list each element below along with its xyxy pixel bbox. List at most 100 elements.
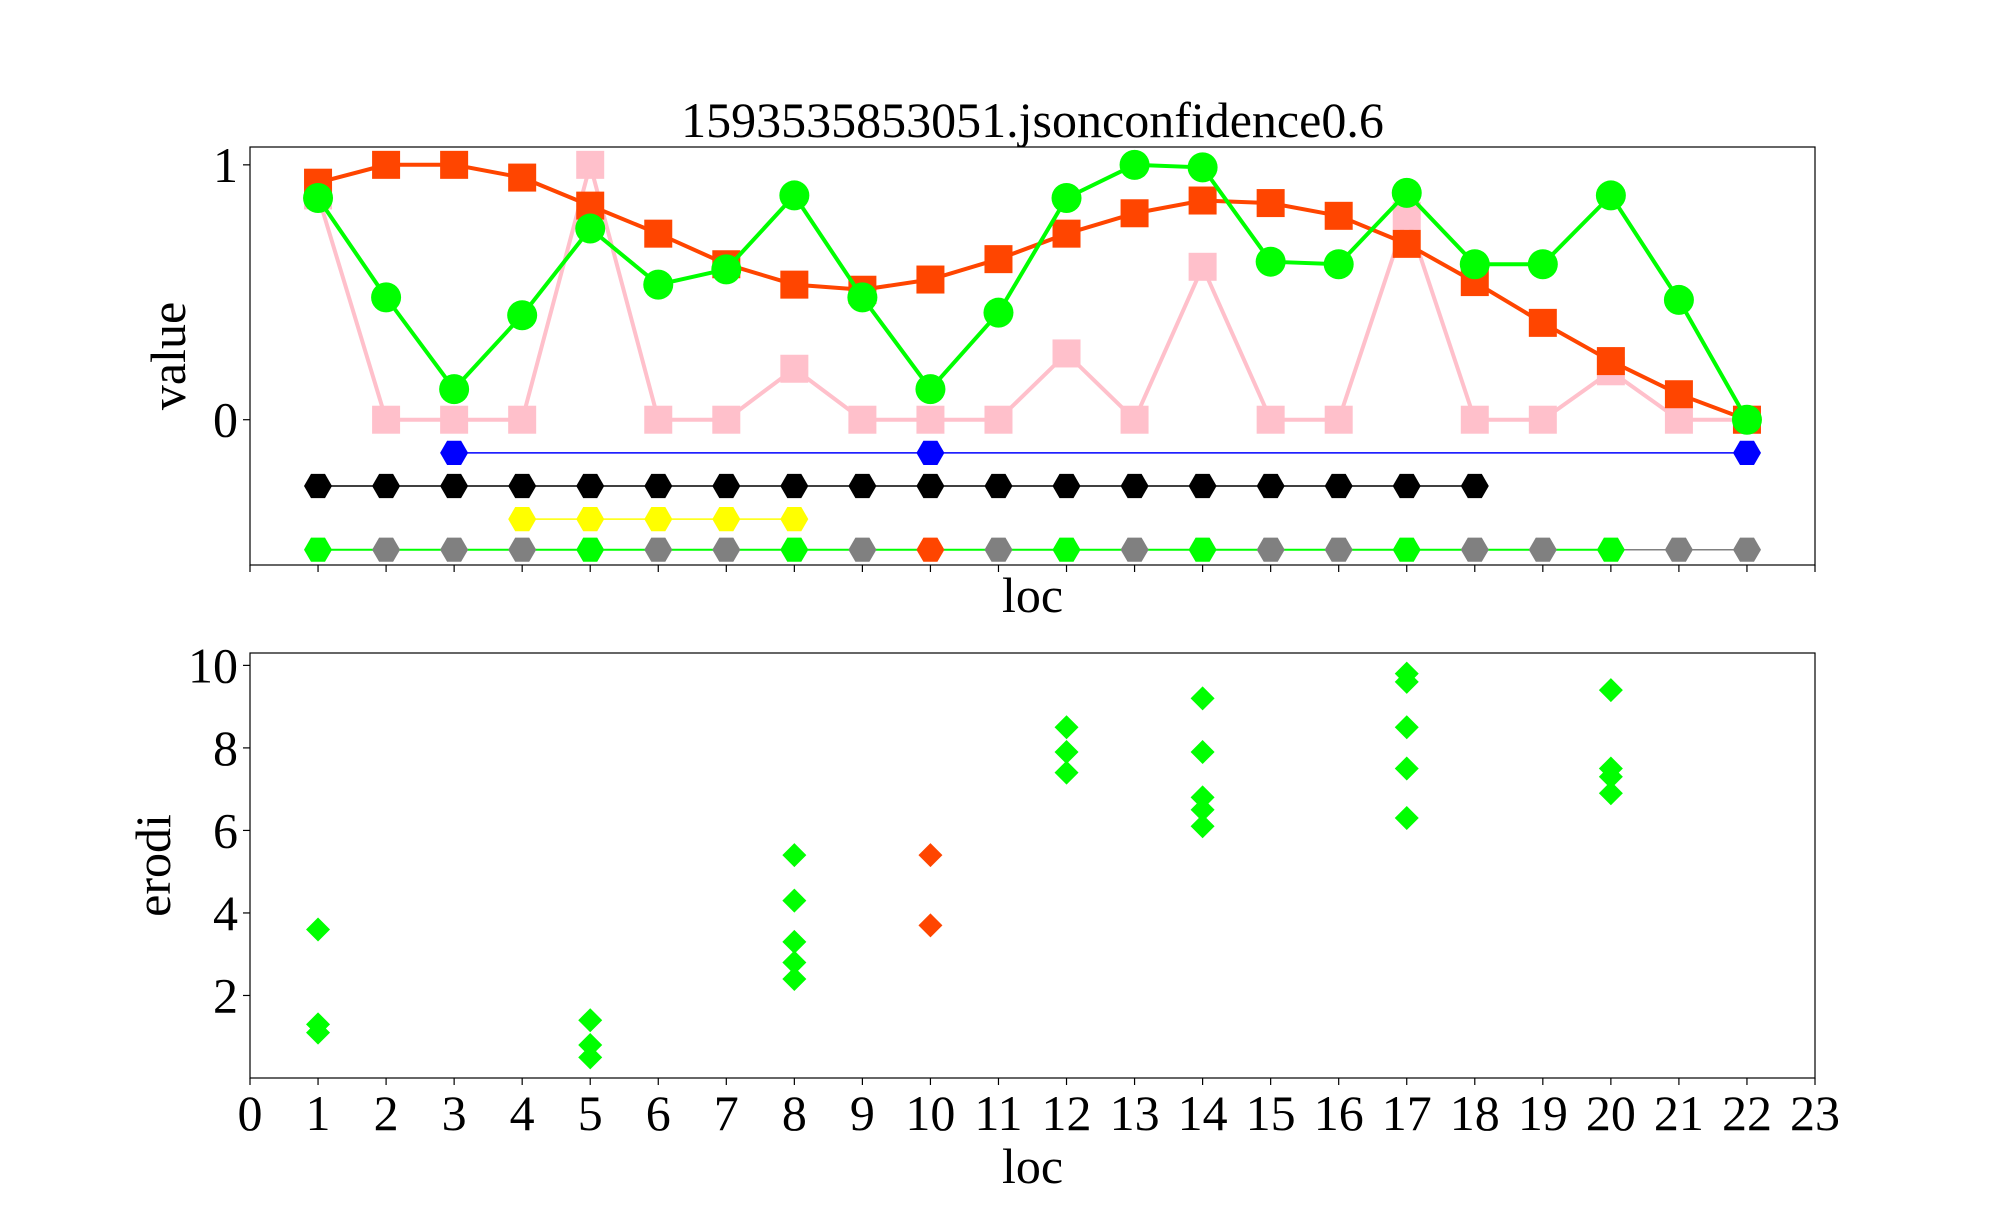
series-point-2: [1255, 246, 1286, 277]
bottom-x-tick-label: 17: [1382, 1085, 1432, 1141]
scatter-point: [1598, 781, 1623, 806]
series-point-0: [712, 405, 741, 434]
bottom-x-tick-label: 13: [1110, 1085, 1160, 1141]
series-point-0: [848, 405, 877, 434]
series-line-0: [316, 157, 1747, 424]
series-point-2: [1527, 249, 1558, 280]
scatter-point: [1394, 669, 1419, 694]
bottom-x-tick-label: 11: [974, 1085, 1022, 1141]
scatter-point: [578, 1045, 603, 1070]
bottom-x-tick-label: 7: [714, 1085, 739, 1141]
series-point-1: [1664, 380, 1693, 409]
track-marker-1: [780, 473, 809, 499]
series-point-1: [1256, 189, 1285, 218]
track-marker-2: [508, 507, 537, 532]
bottom-x-tick-label: 18: [1450, 1085, 1500, 1141]
series-point-0: [1188, 252, 1217, 281]
bottom-x-tick-label: 21: [1654, 1085, 1704, 1141]
track-marker-3: [848, 537, 877, 562]
scatter-point: [1394, 806, 1419, 831]
series-point-1: [372, 150, 401, 179]
track-marker-2: [712, 507, 741, 532]
bottom-x-axis-label: loc: [1002, 1138, 1063, 1194]
series-point-2: [1051, 182, 1082, 213]
bottom-x-tick-label: 8: [782, 1085, 807, 1141]
chart-title: 1593535853051.jsonconfidence0.6: [681, 92, 1384, 148]
series-line-2: [316, 162, 1749, 421]
series-point-1: [780, 270, 809, 299]
track-marker-1: [848, 473, 877, 499]
track-marker-3: [304, 537, 332, 562]
series-point-2: [643, 269, 674, 300]
track-marker-1: [1120, 473, 1149, 499]
track-marker-3: [1664, 537, 1693, 562]
scatter-point: [1190, 814, 1215, 839]
series-point-1: [984, 245, 1013, 274]
bottom-y-ticks: 2 4 6 8 10: [188, 637, 250, 1023]
bottom-x-tick-label: 19: [1518, 1085, 1568, 1141]
scatter-point: [1190, 740, 1215, 765]
series-point-0: [1528, 405, 1557, 434]
scatter-point: [782, 950, 807, 975]
top-y-ticks: 01: [213, 137, 250, 448]
scatter-point: [782, 966, 807, 991]
top-x-ticks: [249, 565, 1816, 572]
series-point-0: [916, 405, 945, 434]
track-marker-3: [644, 537, 673, 562]
scatter-point: [578, 1032, 603, 1057]
series-point-1: [1596, 347, 1625, 376]
bottom-x-tick-label: 23: [1790, 1085, 1840, 1141]
series-point-0: [1052, 339, 1081, 368]
track-marker-3: [984, 537, 1013, 562]
track-marker-1: [916, 473, 945, 499]
series-point-2: [303, 182, 334, 213]
bottom-x-tick-label: 15: [1246, 1085, 1296, 1141]
track-marker-3: [1052, 537, 1081, 562]
bottom-x-tick-label: 22: [1722, 1085, 1772, 1141]
series-point-0: [780, 354, 809, 383]
bottom-x-tick-label: 1: [306, 1085, 331, 1141]
bottom-plot-area: [306, 661, 1623, 1070]
top-y-tick-label: 1: [213, 137, 238, 193]
track-marker-3: [1392, 537, 1421, 562]
series-point-1: [644, 219, 673, 248]
scatter-point: [782, 888, 807, 913]
bottom-x-tick-label: 2: [374, 1085, 399, 1141]
track-marker-1: [712, 473, 741, 499]
bottom-y-tick-label: 10: [188, 637, 238, 693]
track-marker-1: [1460, 473, 1489, 499]
series-point-0: [984, 405, 1013, 434]
series-point-0: [576, 150, 605, 179]
track-marker-3: [1528, 537, 1557, 562]
series-point-2: [1323, 249, 1354, 280]
scatter-point: [1054, 715, 1079, 740]
track-marker-1: [1392, 473, 1421, 499]
series-point-0: [644, 405, 673, 434]
scatter-point: [306, 917, 331, 942]
scatter-point: [918, 913, 943, 938]
track-marker-1: [984, 473, 1013, 499]
series-point-1: [1528, 308, 1557, 337]
track-marker-3: [372, 537, 401, 562]
track-marker-3: [576, 537, 605, 562]
track-marker-1: [372, 473, 401, 499]
track-marker-3: [916, 537, 945, 562]
scatter-point: [1394, 756, 1419, 781]
series-point-0: [372, 405, 401, 434]
series-point-1: [508, 163, 537, 192]
bottom-y-axis-label: erodi: [125, 814, 181, 917]
bottom-x-tick-label: 20: [1586, 1085, 1636, 1141]
track-marker-2: [576, 507, 605, 532]
track-marker-3: [1188, 537, 1217, 562]
track-marker-2: [780, 507, 809, 532]
track-marker-3: [1596, 537, 1625, 562]
bottom-y-tick-label: 8: [213, 720, 238, 776]
series-point-2: [915, 374, 946, 405]
track-marker-3: [1324, 537, 1353, 562]
track-marker-3: [780, 537, 809, 562]
scatter-point: [1054, 740, 1079, 765]
bottom-y-tick-label: 6: [213, 802, 238, 858]
